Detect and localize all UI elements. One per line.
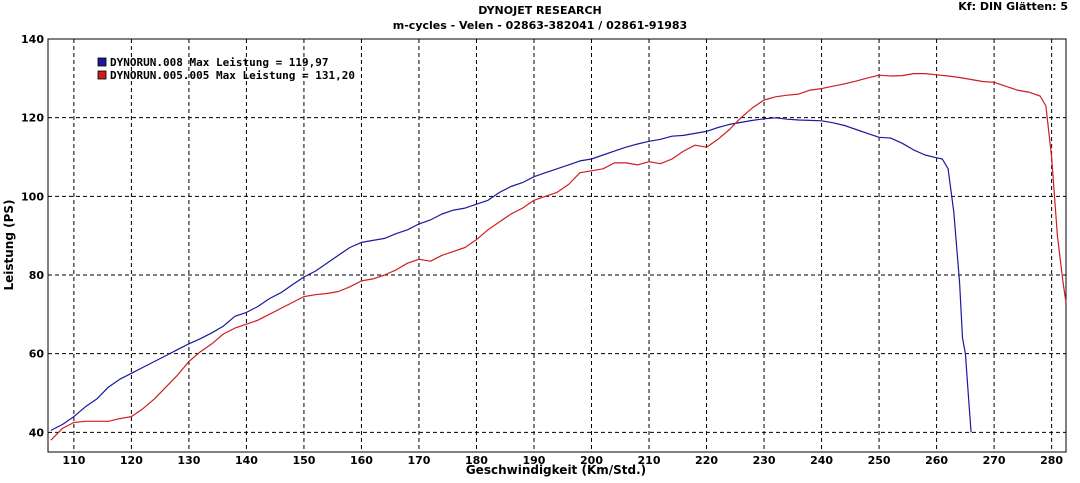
chart-title: DYNOJET RESEARCH [478, 4, 602, 17]
x-tick-label: 240 [810, 454, 833, 467]
legend-label: DYNORUN.005.005 Max Leistung = 131,20 [110, 69, 355, 82]
settings-label: Kf: DIN Glätten: 5 [958, 0, 1068, 13]
y-tick-label: 80 [29, 269, 45, 282]
x-axis-label: Geschwindigkeit (Km/Std.) [466, 463, 646, 477]
y-tick-label: 120 [21, 112, 44, 125]
x-tick-label: 150 [292, 454, 315, 467]
y-tick-label: 60 [29, 348, 45, 361]
x-tick-label: 190 [523, 454, 546, 467]
legend: DYNORUN.008 Max Leistung = 119,97DYNORUN… [97, 56, 355, 82]
chart-subtitle: m-cycles - Velen - 02863-382041 / 02861-… [392, 19, 688, 32]
x-tick-label: 120 [120, 454, 143, 467]
series-line-2 [50, 72, 1067, 441]
legend-swatch [97, 57, 107, 67]
legend-label: DYNORUN.008 Max Leistung = 119,97 [110, 56, 329, 69]
y-axis-label: Leistung (PS) [2, 199, 16, 290]
x-tick-label: 260 [925, 454, 948, 467]
series-lines [50, 72, 1067, 441]
y-tick-label: 100 [21, 190, 44, 203]
x-tick-label: 270 [983, 454, 1006, 467]
grid-lines [48, 39, 1066, 452]
x-tick-label: 220 [695, 454, 718, 467]
x-tick-label: 210 [638, 454, 661, 467]
x-tick-label: 280 [1040, 454, 1063, 467]
x-tick-label: 140 [235, 454, 258, 467]
x-tick-label: 230 [753, 454, 776, 467]
x-tick-label: 160 [350, 454, 373, 467]
x-axis-ticks: 110 120 130 140 150 160 170 180 190 200 210 220 230 2… [62, 454, 1063, 467]
x-tick-label: 130 [177, 454, 200, 467]
x-tick-label: 180 [465, 454, 488, 467]
y-tick-label: 140 [21, 33, 44, 46]
x-tick-label: 170 [407, 454, 430, 467]
y-axis-ticks: 40 60 80 100 120 140 [21, 33, 44, 439]
x-tick-label: 250 [868, 454, 891, 467]
legend-swatch [97, 70, 107, 80]
plot-frame [47, 38, 1067, 453]
x-tick-label: 110 [62, 454, 85, 467]
x-tick-label: 200 [580, 454, 603, 467]
y-tick-label: 40 [29, 426, 45, 439]
series-line-1 [50, 117, 972, 433]
